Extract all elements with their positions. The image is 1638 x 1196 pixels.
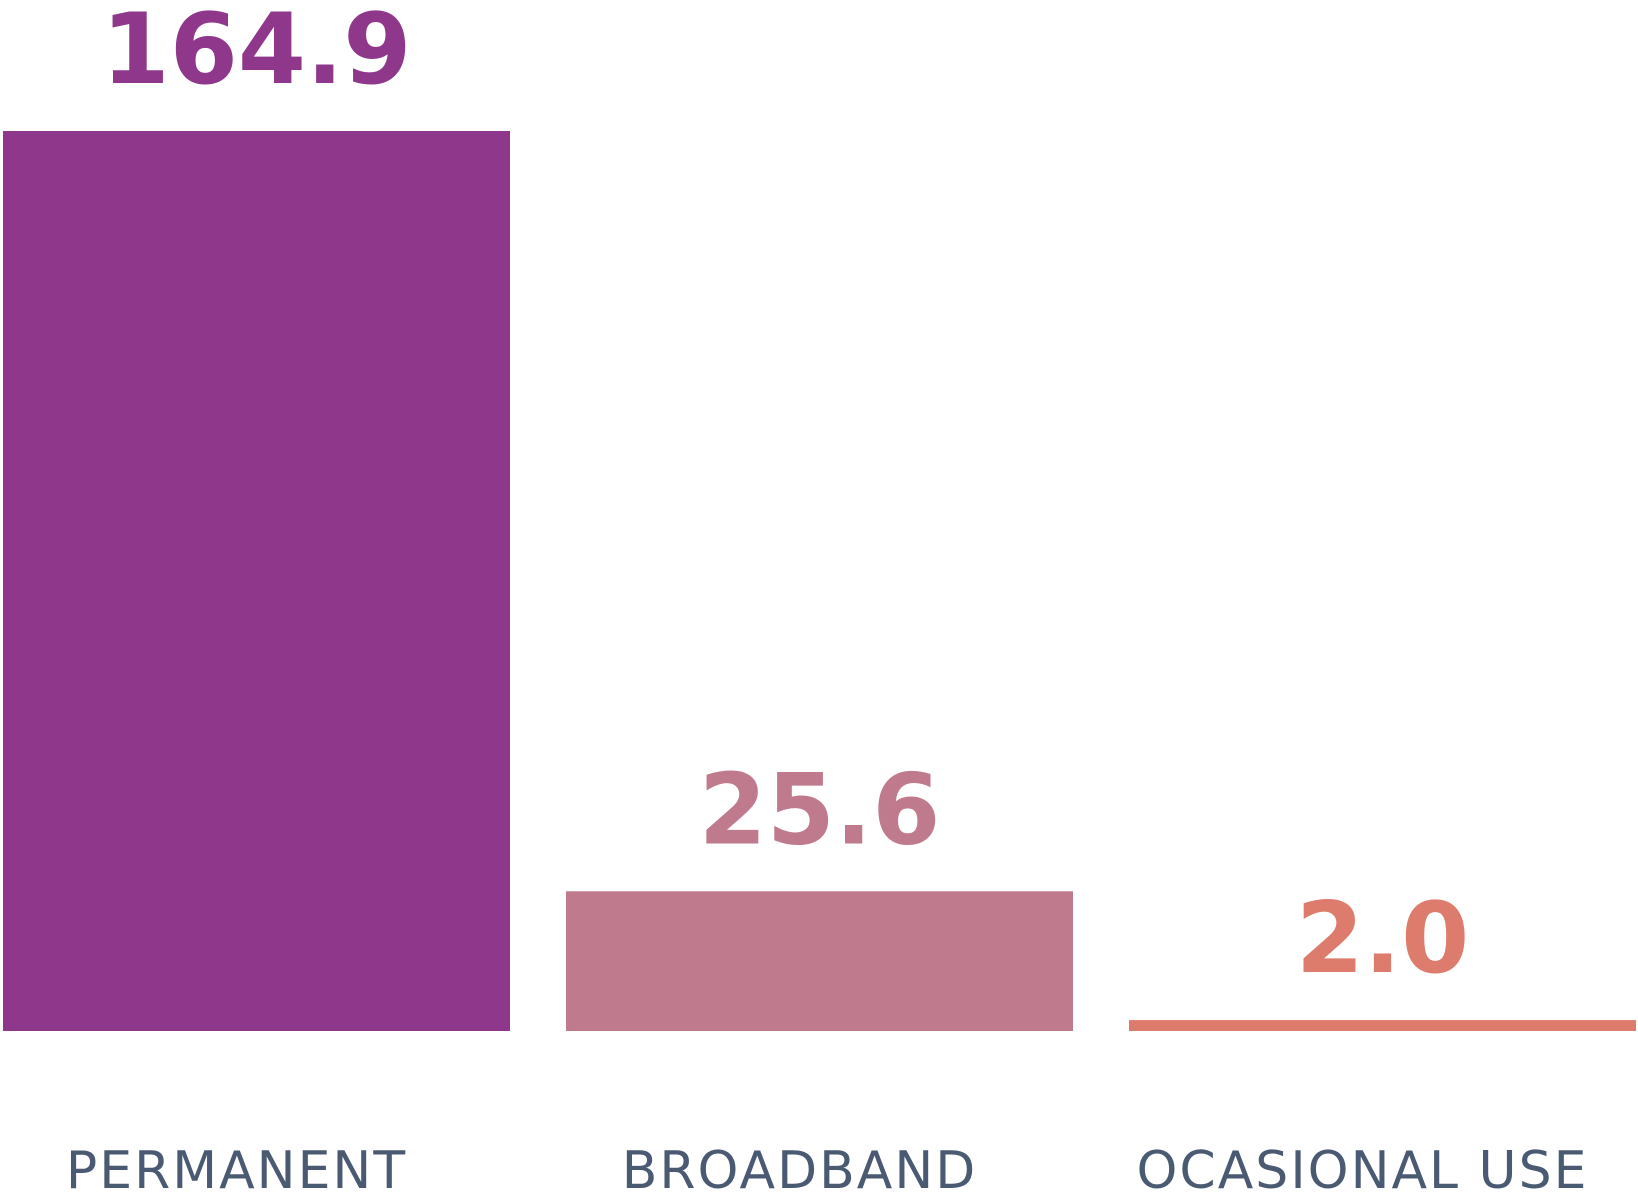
value-label: 164.9 (102, 0, 412, 107)
category-label: OCASIONAL USE (1137, 1141, 1589, 1196)
bar-broadband (566, 891, 1073, 1031)
category-label: PERMANENT (66, 1141, 407, 1196)
value-label: 25.6 (699, 753, 941, 867)
category-label: BROADBAND (622, 1141, 978, 1196)
value-label: 2.0 (1296, 882, 1470, 996)
bar-ocasional-use (1129, 1020, 1636, 1031)
bar-permanent (3, 131, 510, 1031)
